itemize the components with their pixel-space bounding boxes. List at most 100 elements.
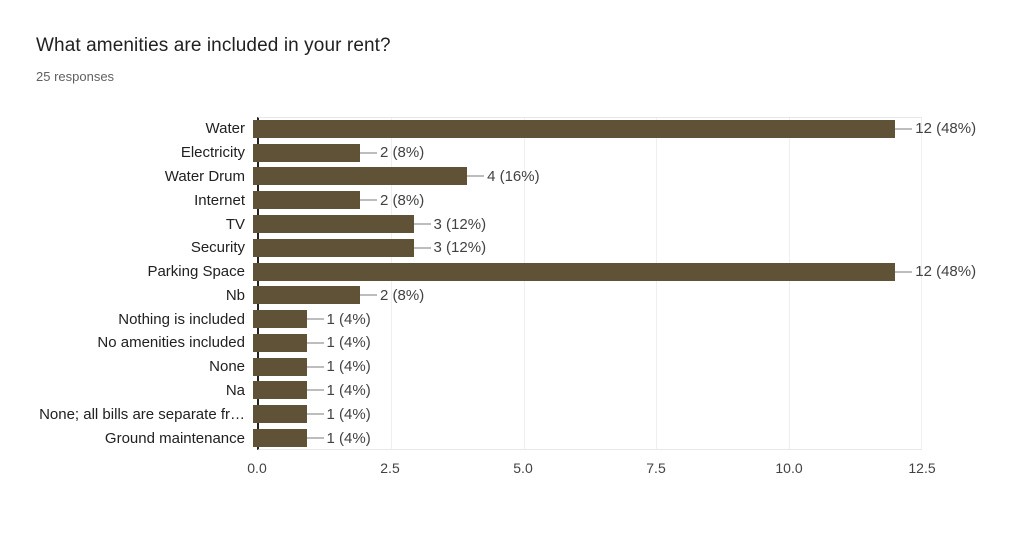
value-connector-line: [306, 318, 324, 321]
bar-track: 3 (12%): [253, 212, 922, 236]
value-label: 2 (8%): [380, 286, 425, 304]
value-connector-line: [306, 389, 324, 392]
value-label: 4 (16%): [487, 167, 540, 185]
bar-track: 2 (8%): [253, 141, 922, 165]
bar-row: TV 3 (12%): [0, 212, 922, 236]
x-axis-tick-label: 5.0: [513, 460, 533, 476]
value-connector-line: [895, 270, 913, 273]
bar-row: Ground maintenance 1 (4%): [0, 426, 922, 450]
bar: [253, 429, 307, 448]
category-label: Water: [205, 120, 245, 138]
gridline: [788, 118, 790, 449]
bar-rows: Water 12 (48%) Electricity 2 (8%) Water Drum…: [0, 117, 976, 450]
value-connector-line: [306, 365, 324, 368]
value-connector-line: [467, 175, 485, 178]
bar-row: Security 3 (12%): [0, 236, 922, 260]
x-axis-tick-label: 10.0: [775, 460, 803, 476]
gridline: [656, 118, 658, 449]
x-axis-tick-label: 12.5: [908, 460, 936, 476]
bar: [253, 333, 307, 352]
gridline: [921, 118, 922, 449]
bar-track: 1 (4%): [253, 379, 922, 403]
x-axis-tick-label: 0.0: [247, 460, 267, 476]
bar: [253, 381, 307, 400]
value-label: 1 (4%): [326, 405, 371, 423]
x-axis-tick-label: 2.5: [380, 460, 400, 476]
category-label: Electricity: [180, 144, 245, 162]
value-label: 3 (12%): [433, 215, 487, 233]
question-title: What amenities are included in your rent…: [36, 35, 391, 56]
value-connector-line: [360, 294, 378, 297]
category-label: TV: [225, 215, 245, 233]
value-connector-line: [306, 341, 324, 344]
plot-area: [257, 117, 922, 450]
bar: [253, 357, 307, 376]
category-label: None; all bills are separate fr…: [39, 405, 245, 423]
value-label: 1 (4%): [326, 310, 371, 328]
bar: [253, 238, 414, 257]
bar-row: Parking Space 12 (48%): [0, 260, 976, 284]
category-label: Nothing is included: [118, 310, 245, 328]
bar-track: 1 (4%): [253, 426, 922, 450]
value-connector-line: [413, 246, 431, 249]
category-label: Nb: [225, 286, 245, 304]
bar-row: Nb 2 (8%): [0, 283, 922, 307]
bar-row: None 1 (4%): [0, 355, 922, 379]
bar-track: 1 (4%): [253, 331, 922, 355]
bar-row: Electricity 2 (8%): [0, 141, 922, 165]
category-label: Internet: [194, 191, 245, 209]
bar: [253, 310, 307, 329]
value-label: 1 (4%): [326, 429, 371, 447]
bar: [253, 119, 896, 138]
bar-row: Internet 2 (8%): [0, 188, 922, 212]
category-label: Na: [225, 381, 245, 399]
category-label: Security: [190, 239, 245, 257]
bar-track: 2 (8%): [253, 188, 922, 212]
bar-row: Na 1 (4%): [0, 379, 922, 403]
category-label: Ground maintenance: [104, 429, 245, 447]
value-label: 2 (8%): [380, 144, 425, 162]
bar-track: 1 (4%): [253, 402, 922, 426]
bar-track: 1 (4%): [253, 355, 922, 379]
x-axis-ticks: 0.0 2.5 5.0 7.5 10.0 12.5: [247, 450, 935, 480]
value-connector-line: [306, 413, 324, 416]
bar-track: 2 (8%): [253, 283, 922, 307]
bar: [253, 405, 307, 424]
value-connector-line: [360, 199, 378, 202]
category-label: None: [209, 358, 245, 376]
bar-track: 3 (12%): [253, 236, 922, 260]
value-label: 12 (48%): [915, 120, 977, 138]
bar-track: 12 (48%): [253, 117, 976, 141]
bar-track: 12 (48%): [253, 260, 976, 284]
bar: [253, 215, 414, 234]
bar-row: Water 12 (48%): [0, 117, 976, 141]
category-label: Parking Space: [147, 263, 245, 281]
bar: [253, 286, 361, 305]
bar: [253, 167, 468, 186]
value-connector-line: [360, 151, 378, 154]
bar: [253, 191, 361, 210]
gridline: [391, 118, 393, 449]
category-label: No amenities included: [97, 334, 245, 352]
gridline: [523, 118, 525, 449]
value-label: 3 (12%): [433, 239, 487, 257]
value-label: 1 (4%): [326, 334, 371, 352]
bar-track: 1 (4%): [253, 307, 922, 331]
value-connector-line: [413, 223, 431, 226]
value-connector-line: [306, 437, 324, 440]
bar: [253, 143, 361, 162]
bar: [253, 262, 896, 281]
response-count: 25 responses: [36, 69, 115, 84]
value-label: 2 (8%): [380, 191, 425, 209]
value-label: 1 (4%): [326, 381, 371, 399]
bar-row: Water Drum 4 (16%): [0, 165, 922, 189]
bar-row: No amenities included 1 (4%): [0, 331, 922, 355]
x-axis-tick-label: 7.5: [646, 460, 666, 476]
bar-row: Nothing is included 1 (4%): [0, 307, 922, 331]
bar-track: 4 (16%): [253, 165, 922, 189]
value-connector-line: [895, 127, 913, 130]
category-label: Water Drum: [164, 167, 245, 185]
bar-row: None; all bills are separate fr… 1 (4%): [0, 402, 922, 426]
value-label: 12 (48%): [915, 263, 977, 281]
